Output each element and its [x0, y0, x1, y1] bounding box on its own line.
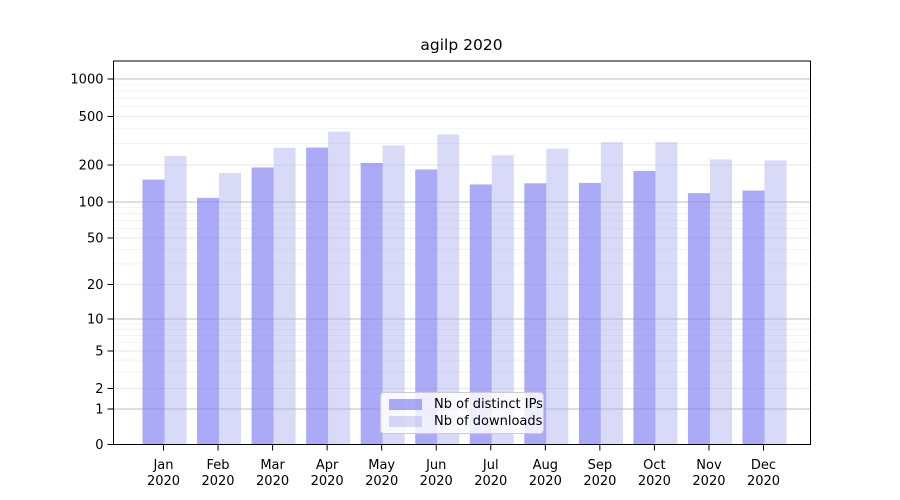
y-tick-label-5: 5: [95, 345, 103, 360]
y-tick-label-1: 1: [95, 403, 103, 418]
bar-downloads-nov: [709, 159, 732, 445]
legend-item-distinct-ips: Nb of distinct IPs: [389, 397, 543, 412]
bar-distinct-ips-jul: [469, 184, 492, 445]
bar-downloads-may: [382, 145, 405, 445]
x-tick-label-month-feb: Feb: [207, 458, 230, 473]
x-tick-label-month-nov: Nov: [696, 458, 722, 473]
bar-downloads-jun: [437, 134, 460, 445]
x-tick-label-year-sep: 2020: [583, 474, 616, 489]
x-tick-label-month-aug: Aug: [533, 458, 558, 473]
y-tick-label-100: 100: [79, 196, 104, 211]
bar-distinct-ips-apr: [306, 147, 329, 445]
bar-distinct-ips-may: [360, 162, 383, 445]
x-tick-label-month-dec: Dec: [751, 458, 776, 473]
x-tick-label-year-feb: 2020: [201, 474, 234, 489]
legend-swatch-distinct-ips: [389, 399, 422, 411]
bar-downloads-sep: [600, 142, 623, 445]
x-tick-label-month-mar: Mar: [260, 458, 285, 473]
legend-label-distinct-ips: Nb of distinct IPs: [434, 397, 543, 413]
y-tick-label-0: 0: [95, 438, 103, 453]
bar-downloads-jan: [164, 156, 187, 445]
bar-downloads-jul: [491, 155, 514, 445]
y-tick-label-2: 2: [95, 382, 103, 397]
x-tick-label-year-jun: 2020: [420, 474, 453, 489]
bar-downloads-feb: [219, 173, 242, 445]
x-tick-label-year-dec: 2020: [747, 474, 780, 489]
x-tick-label-month-jun: Jun: [425, 458, 446, 473]
y-tick-label-50: 50: [87, 232, 104, 247]
legend-label-downloads: Nb of downloads: [434, 413, 543, 429]
bar-downloads-mar: [273, 147, 296, 445]
bar-distinct-ips-nov: [687, 193, 710, 445]
bar-distinct-ips-mar: [251, 167, 274, 445]
x-tick-label-month-apr: Apr: [316, 458, 339, 473]
bar-distinct-ips-aug: [524, 183, 547, 445]
bar-downloads-apr: [328, 131, 351, 445]
bar-distinct-ips-sep: [578, 182, 601, 445]
bar-distinct-ips-dec: [742, 190, 765, 445]
bar-distinct-ips-oct: [633, 170, 656, 445]
plot-border: [113, 60, 811, 445]
x-tick-label-year-mar: 2020: [256, 474, 289, 489]
legend-item-downloads: Nb of downloads: [389, 414, 542, 429]
y-tick-label-20: 20: [87, 278, 104, 293]
x-tick-label-year-may: 2020: [365, 474, 398, 489]
legend: Nb of distinct IPs Nb of downloads: [380, 392, 544, 434]
x-tick-label-year-oct: 2020: [638, 474, 671, 489]
x-tick-label-year-nov: 2020: [692, 474, 725, 489]
bar-downloads-aug: [546, 148, 569, 445]
x-tick-label-year-jul: 2020: [474, 474, 507, 489]
y-tick-label-10: 10: [87, 313, 104, 328]
bar-distinct-ips-jan: [142, 179, 165, 445]
bar-distinct-ips-feb: [197, 197, 220, 445]
bar-downloads-dec: [764, 160, 787, 445]
y-tick-label-500: 500: [79, 110, 104, 125]
y-tick-label-1000: 1000: [70, 73, 103, 88]
x-tick-label-month-jul: Jul: [482, 458, 499, 473]
legend-swatch-downloads: [389, 415, 422, 427]
x-tick-label-month-oct: Oct: [643, 458, 665, 473]
bar-distinct-ips-jun: [415, 169, 438, 445]
x-tick-label-year-jan: 2020: [147, 474, 180, 489]
x-tick-label-month-sep: Sep: [588, 458, 613, 473]
chart-title: agilp 2020: [420, 36, 503, 54]
x-tick-label-month-may: May: [368, 458, 395, 473]
x-tick-label-year-apr: 2020: [311, 474, 344, 489]
y-tick-label-200: 200: [79, 159, 104, 174]
x-tick-label-month-jan: Jan: [152, 458, 173, 473]
x-tick-label-year-aug: 2020: [529, 474, 562, 489]
bar-downloads-oct: [655, 142, 678, 445]
